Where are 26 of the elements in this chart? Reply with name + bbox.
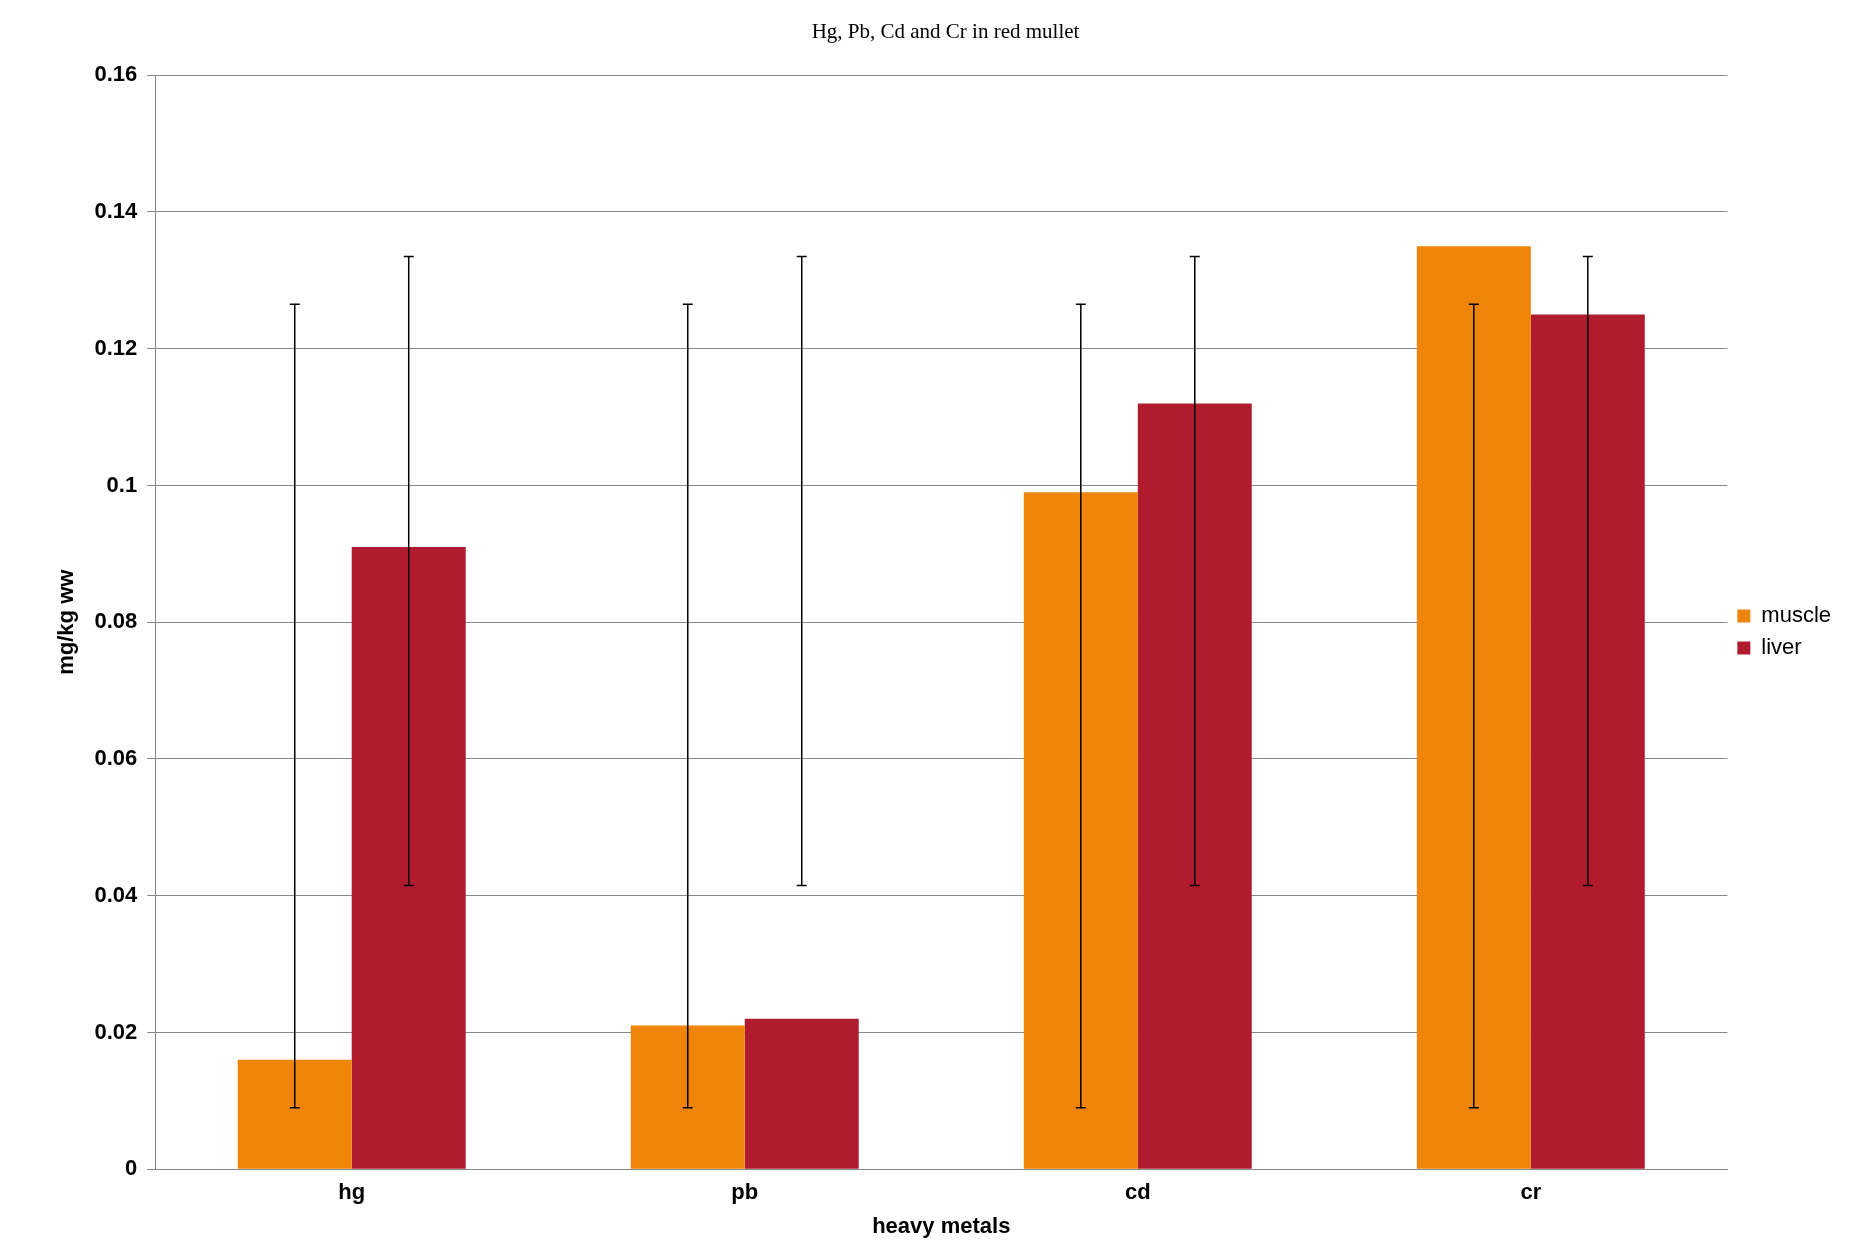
y-tick-label: 0.08 (94, 608, 138, 634)
y-tick-label: 0.12 (94, 334, 138, 360)
y-tick-label: 0.02 (94, 1018, 138, 1044)
chart-title: Hg, Pb, Cd and Cr in red mullet (811, 19, 1080, 44)
y-tick-label: 0.06 (94, 745, 138, 771)
x-tick-label: pb (731, 1179, 759, 1205)
bar (1137, 403, 1252, 1169)
bar (744, 1018, 859, 1169)
y-tick-label: 0.16 (94, 61, 138, 87)
bar (1023, 492, 1138, 1169)
x-tick-label: cd (1124, 1179, 1151, 1205)
bar (237, 1059, 352, 1169)
x-tick-label: cr (1520, 1179, 1542, 1205)
y-tick-label: 0.14 (94, 198, 138, 224)
y-tick-label: 0.1 (106, 471, 138, 497)
y-tick-label: 0.04 (94, 881, 138, 907)
y-axis-title: mg/kg ww (53, 568, 79, 675)
x-axis-title: heavy metals (872, 1212, 1011, 1238)
bar (630, 1025, 745, 1169)
bar (351, 546, 466, 1169)
legend-label: liver (1761, 634, 1802, 660)
legend-label: muscle (1761, 602, 1831, 628)
x-tick-label: hg (338, 1179, 366, 1205)
y-tick-label: 0 (124, 1155, 138, 1181)
bar (1530, 314, 1645, 1169)
bar (1416, 246, 1531, 1169)
